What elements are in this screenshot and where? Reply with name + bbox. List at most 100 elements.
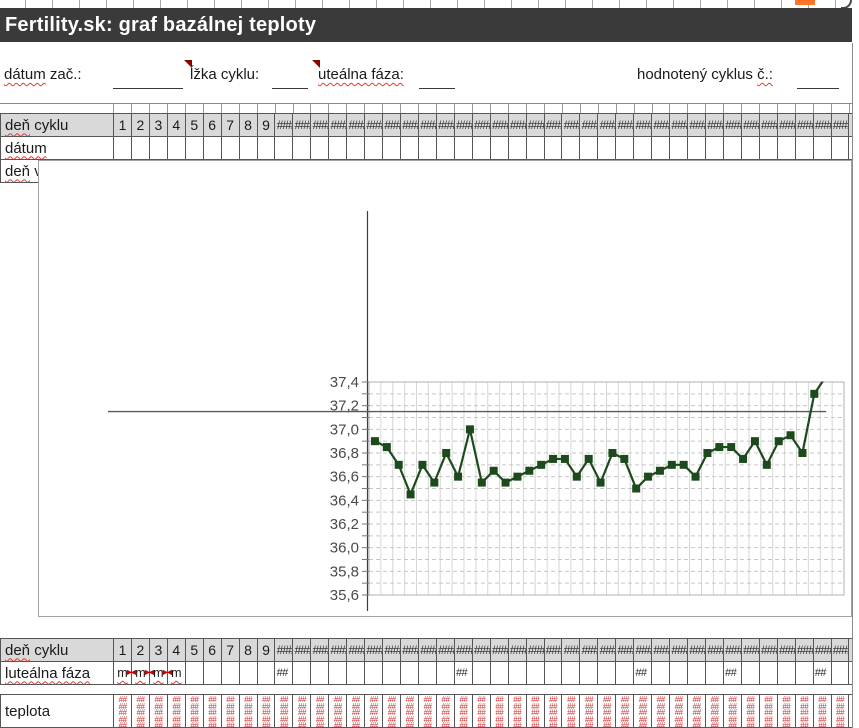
- day-cell[interactable]: ###: [580, 639, 599, 661]
- day-cell[interactable]: ###: [419, 639, 437, 661]
- day-cell[interactable]: ###: [527, 114, 545, 136]
- day-cell[interactable]: 4: [168, 639, 186, 661]
- day-cell[interactable]: 1: [114, 114, 132, 136]
- day-cell[interactable]: ###: [688, 639, 706, 661]
- day-cell[interactable]: ###: [383, 639, 401, 661]
- day-cell[interactable]: [778, 137, 796, 159]
- day-cell[interactable]: 6: [204, 639, 222, 661]
- day-cell[interactable]: ##########: [832, 695, 850, 727]
- day-cell[interactable]: ##########: [114, 695, 132, 727]
- day-cell[interactable]: ##: [275, 662, 294, 684]
- day-cell[interactable]: ###: [347, 114, 366, 136]
- day-cell[interactable]: ##: [634, 662, 653, 684]
- day-cell[interactable]: ##########: [347, 695, 366, 727]
- day-cell[interactable]: 9: [258, 114, 276, 136]
- day-cell[interactable]: [365, 137, 384, 159]
- day-cell[interactable]: [742, 662, 760, 684]
- day-cell[interactable]: ###: [383, 114, 401, 136]
- row-label-den-cyklu[interactable]: deň cyklu: [1, 114, 114, 136]
- day-cell[interactable]: 4: [168, 114, 186, 136]
- day-cell[interactable]: ###: [329, 114, 348, 136]
- day-cell[interactable]: ##########: [204, 695, 222, 727]
- day-cell[interactable]: ###: [778, 114, 796, 136]
- day-cell[interactable]: ###: [778, 639, 796, 661]
- day-cell[interactable]: [329, 662, 348, 684]
- day-cell[interactable]: [347, 137, 366, 159]
- day-cell[interactable]: ###: [455, 639, 473, 661]
- day-cell[interactable]: 3: [150, 639, 168, 661]
- day-cell[interactable]: [545, 137, 563, 159]
- day-cell[interactable]: ###: [814, 114, 832, 136]
- day-cell[interactable]: ##########: [473, 695, 491, 727]
- row-label-teplota[interactable]: teplota: [1, 695, 114, 727]
- day-cell[interactable]: ###: [437, 114, 455, 136]
- day-cell[interactable]: ###: [509, 639, 527, 661]
- day-cell[interactable]: ##########: [365, 695, 384, 727]
- day-cell[interactable]: 1: [114, 639, 132, 661]
- day-cell[interactable]: [383, 137, 401, 159]
- day-cell[interactable]: [222, 662, 240, 684]
- day-cell[interactable]: ##########: [150, 695, 168, 727]
- day-cell[interactable]: [258, 137, 276, 159]
- row-label-lutealna-faza[interactable]: luteálna fáza: [1, 662, 114, 684]
- day-cell[interactable]: [562, 137, 581, 159]
- day-cell[interactable]: [742, 137, 760, 159]
- day-cell[interactable]: [527, 137, 545, 159]
- day-cell[interactable]: [114, 137, 132, 159]
- day-cell[interactable]: [437, 662, 455, 684]
- day-cell[interactable]: ###: [545, 114, 563, 136]
- day-cell[interactable]: 2: [132, 639, 150, 661]
- day-cell[interactable]: ###: [670, 114, 688, 136]
- day-cell[interactable]: ###: [688, 114, 706, 136]
- day-cell[interactable]: ##########: [527, 695, 545, 727]
- day-cell[interactable]: [652, 662, 671, 684]
- day-cell[interactable]: ###: [419, 114, 437, 136]
- day-cell[interactable]: ###: [796, 639, 814, 661]
- day-cell[interactable]: ###: [527, 639, 545, 661]
- day-cell[interactable]: ##########: [688, 695, 706, 727]
- day-cell[interactable]: ##########: [706, 695, 724, 727]
- day-cell[interactable]: [598, 137, 617, 159]
- day-cell[interactable]: ###: [545, 639, 563, 661]
- day-cell[interactable]: ##########: [634, 695, 653, 727]
- day-cell[interactable]: ##: [814, 662, 832, 684]
- day-cell[interactable]: [562, 662, 581, 684]
- day-cell[interactable]: [796, 137, 814, 159]
- day-cell[interactable]: ◄ m ►: [147, 662, 170, 684]
- day-cell[interactable]: [437, 137, 455, 159]
- day-cell[interactable]: [383, 662, 401, 684]
- day-cell[interactable]: [204, 137, 222, 159]
- day-cell[interactable]: ###: [473, 639, 491, 661]
- day-cell[interactable]: [311, 662, 330, 684]
- day-cell[interactable]: [293, 662, 312, 684]
- day-cell[interactable]: ###: [814, 639, 832, 661]
- day-cell[interactable]: [760, 662, 778, 684]
- day-cell[interactable]: ##########: [455, 695, 473, 727]
- day-cell[interactable]: ##########: [562, 695, 581, 727]
- day-cell[interactable]: [832, 662, 850, 684]
- day-cell[interactable]: 7: [222, 639, 240, 661]
- day-cell[interactable]: 5: [186, 114, 204, 136]
- day-cell[interactable]: [832, 137, 850, 159]
- day-cell[interactable]: ###: [832, 639, 850, 661]
- day-cell[interactable]: ###: [437, 639, 455, 661]
- day-cell[interactable]: 9: [258, 639, 276, 661]
- day-cell[interactable]: [491, 137, 509, 159]
- day-cell[interactable]: ###: [580, 114, 599, 136]
- day-cell[interactable]: [706, 137, 724, 159]
- day-cell[interactable]: [329, 137, 348, 159]
- day-cell[interactable]: ##########: [275, 695, 294, 727]
- day-cell[interactable]: m ►: [114, 662, 134, 684]
- day-cell[interactable]: [240, 662, 258, 684]
- day-cell[interactable]: ##########: [491, 695, 509, 727]
- day-cell[interactable]: 2: [132, 114, 150, 136]
- day-cell[interactable]: ###: [293, 639, 312, 661]
- day-cell[interactable]: ##########: [616, 695, 635, 727]
- day-cell[interactable]: [778, 662, 796, 684]
- day-cell[interactable]: [168, 137, 186, 159]
- day-cell[interactable]: ###: [634, 639, 653, 661]
- day-cell[interactable]: ##########: [383, 695, 401, 727]
- day-cell[interactable]: ###: [670, 639, 688, 661]
- day-cell[interactable]: ###: [652, 114, 671, 136]
- day-cell[interactable]: ###: [598, 114, 617, 136]
